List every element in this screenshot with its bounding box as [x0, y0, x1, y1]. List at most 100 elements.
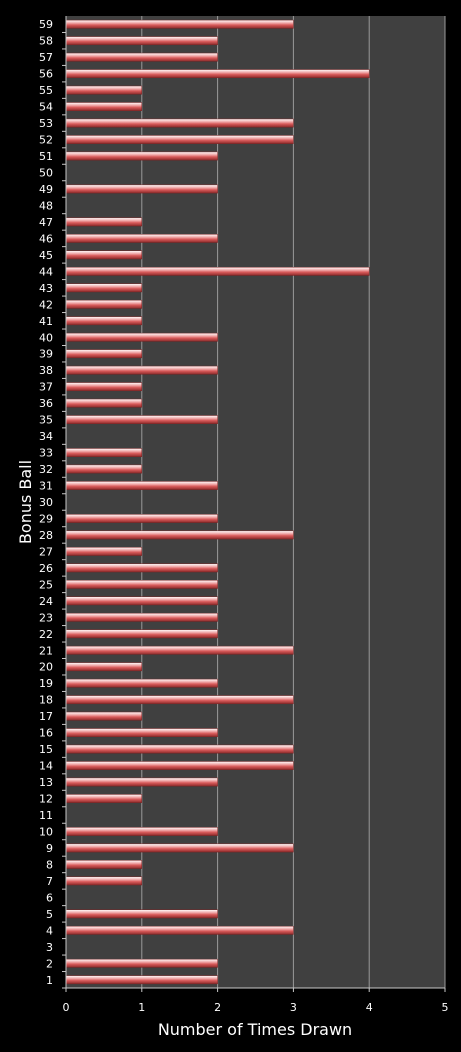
y-tick-label: 56: [39, 68, 53, 81]
bar-52: [65, 135, 294, 144]
bar-56: [65, 69, 370, 79]
x-axis-title: Number of Times Drawn: [158, 1020, 352, 1039]
y-tick-label: 32: [39, 463, 53, 476]
bar-27: [65, 547, 143, 556]
bar-57: [65, 52, 218, 62]
bar-37: [65, 382, 143, 392]
bar-10: [65, 827, 218, 836]
bar-40: [65, 332, 218, 342]
bar-24: [65, 596, 218, 606]
bar-59: [65, 19, 294, 29]
bar-35: [65, 415, 218, 424]
x-tick-label: 5: [442, 1001, 449, 1014]
x-tick-label: 3: [290, 1001, 297, 1014]
y-tick-label: 8: [46, 858, 53, 871]
bar-23: [65, 612, 218, 622]
y-tick-label: 11: [39, 809, 53, 822]
y-tick-label: 43: [39, 282, 53, 295]
y-tick-label: 25: [39, 578, 53, 591]
bar-20: [65, 662, 143, 672]
x-tick-label: 2: [214, 1001, 221, 1014]
y-tick-label: 2: [46, 957, 53, 970]
y-tick-label: 22: [39, 628, 53, 641]
y-tick-label: 34: [39, 430, 53, 443]
bar-53: [65, 118, 294, 128]
y-tick-label: 39: [39, 348, 53, 361]
bar-33: [65, 448, 143, 457]
y-tick-label: 46: [39, 232, 53, 245]
y-tick-label: 1: [46, 974, 53, 987]
bar-54: [65, 102, 143, 111]
bar-45: [65, 250, 143, 260]
bar-26: [65, 563, 218, 573]
bar-18: [65, 695, 294, 705]
bar-28: [65, 530, 294, 540]
x-tick-label: 1: [138, 1001, 145, 1014]
y-tick-label: 31: [39, 480, 53, 493]
y-tick-label: 50: [39, 167, 53, 180]
y-tick-label: 54: [39, 101, 53, 114]
bar-38: [65, 365, 218, 375]
y-tick-label: 17: [39, 710, 53, 723]
y-tick-label: 49: [39, 183, 53, 196]
bar-25: [65, 580, 218, 589]
y-tick-label: 19: [39, 677, 53, 690]
y-tick-label: 57: [39, 51, 53, 64]
y-tick-label: 58: [39, 35, 53, 48]
bar-51: [65, 151, 218, 161]
bar-32: [65, 464, 143, 474]
y-tick-label: 47: [39, 216, 53, 229]
y-tick-label: 13: [39, 776, 53, 789]
plot-area: [66, 16, 445, 988]
y-tick-label: 4: [46, 924, 53, 937]
bar-41: [65, 316, 143, 326]
bar-8: [65, 860, 143, 869]
bar-39: [65, 349, 143, 359]
y-tick-label: 51: [39, 150, 53, 163]
bar-9: [65, 843, 294, 853]
y-tick-label: 48: [39, 199, 53, 212]
y-axis-title: Bonus Ball: [16, 460, 35, 544]
y-tick-label: 42: [39, 298, 53, 311]
y-tick-label: 36: [39, 397, 53, 410]
y-tick-label: 29: [39, 512, 53, 525]
y-tick-label: 38: [39, 364, 53, 377]
y-tick-label: 15: [39, 743, 53, 756]
bar-49: [65, 184, 218, 194]
bar-2: [65, 958, 218, 968]
bar-1: [65, 975, 218, 985]
x-tick-label: 4: [366, 1001, 373, 1014]
y-tick-label: 26: [39, 562, 53, 575]
y-tick-label: 53: [39, 117, 53, 130]
bar-7: [65, 876, 143, 886]
y-tick-label: 30: [39, 496, 53, 509]
y-tick-label: 52: [39, 134, 53, 147]
y-tick-label: 45: [39, 249, 53, 262]
x-tick-label: 0: [63, 1001, 70, 1014]
y-tick-label: 20: [39, 661, 53, 674]
bar-36: [65, 398, 143, 408]
bar-22: [65, 629, 218, 639]
y-tick-label: 59: [39, 18, 53, 31]
y-tick-label: 37: [39, 381, 53, 394]
y-tick-label: 16: [39, 727, 53, 740]
bar-4: [65, 925, 294, 935]
y-tick-label: 55: [39, 84, 53, 97]
bar-43: [65, 283, 143, 293]
bar-29: [65, 514, 218, 523]
y-tick-label: 27: [39, 545, 53, 558]
y-tick-label: 33: [39, 447, 53, 460]
y-tick-label: 6: [46, 891, 53, 904]
bar-42: [65, 299, 143, 309]
y-tick-label: 24: [39, 595, 53, 608]
bar-17: [65, 711, 143, 721]
bar-15: [65, 744, 294, 754]
y-tick-label: 23: [39, 611, 53, 624]
bar-5: [65, 909, 218, 919]
y-tick-label: 5: [46, 908, 53, 921]
bar-58: [65, 36, 218, 46]
bar-16: [65, 728, 218, 738]
y-tick-label: 40: [39, 331, 53, 344]
y-tick-label: 9: [46, 842, 53, 855]
